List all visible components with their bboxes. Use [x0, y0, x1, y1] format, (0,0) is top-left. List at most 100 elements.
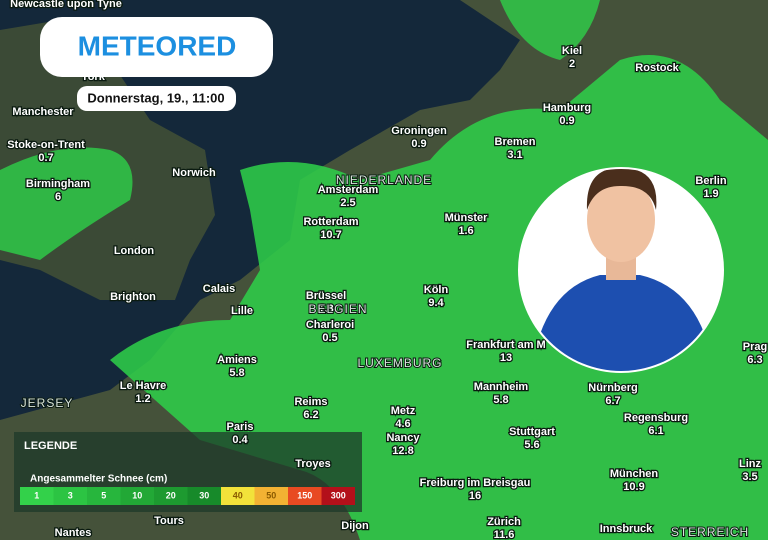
place-value: 1.8 — [318, 303, 333, 315]
legend-label: 150 — [297, 490, 312, 500]
place-name: Zürich — [487, 516, 521, 528]
legend-label: 20 — [166, 490, 176, 500]
legend-subtitle: Angesammelter Schnee (cm) — [30, 474, 167, 485]
legend-label: 50 — [266, 490, 276, 500]
legend-swatch — [120, 487, 154, 505]
place-value: 0.4 — [232, 434, 248, 446]
place-value: 6.2 — [303, 409, 318, 421]
region-name: BELGIEN — [308, 302, 367, 316]
place-name: Brüssel — [306, 290, 346, 302]
place-name: Le Havre — [120, 380, 166, 392]
place-value: 2.5 — [340, 197, 355, 209]
legend-swatch — [254, 487, 288, 505]
legend-swatch — [288, 487, 322, 505]
place-name: Calais — [203, 283, 235, 295]
place-value: 0.9 — [559, 115, 574, 127]
place-name: Groningen — [391, 125, 447, 137]
place-name: Rotterdam — [303, 216, 358, 228]
place-name: Bremen — [495, 136, 536, 148]
region-name: LUXEMBURG — [357, 356, 442, 370]
place-name: Tours — [154, 515, 184, 527]
legend-swatch — [321, 487, 355, 505]
time: Donnerstag, 19., 11:00 — [87, 90, 224, 105]
place-name: Amsterdam — [318, 184, 379, 196]
place-name: Prag — [743, 341, 767, 353]
place-name: Stuttgart — [509, 426, 555, 438]
place-name: Berlin — [695, 175, 726, 187]
place-value: 12.8 — [392, 445, 413, 457]
snow-area — [500, 0, 600, 60]
place-value: 0.5 — [322, 332, 337, 344]
legend-swatch — [154, 487, 188, 505]
legend-label: 10 — [132, 490, 142, 500]
legend-swatch — [53, 487, 87, 505]
place-name: Kiel — [562, 45, 582, 57]
place-name: Nürnberg — [588, 382, 638, 394]
place-name: Reims — [294, 396, 327, 408]
place-name: London — [114, 245, 155, 257]
presenter — [530, 169, 715, 371]
place-value: 0.9 — [411, 138, 426, 150]
place-name: Amiens — [217, 354, 257, 366]
place-value: 5.8 — [229, 367, 244, 379]
region-name: JERSEY — [21, 396, 74, 410]
place-value: 6.1 — [648, 425, 663, 437]
place-value: 2 — [569, 58, 575, 70]
region-name: NIEDERLANDE — [336, 173, 432, 187]
place-name: Innsbruck — [600, 523, 653, 535]
logo-box — [40, 17, 273, 77]
place-name: Regensburg — [624, 412, 688, 424]
place-name: Stoke-on-Trent — [7, 139, 85, 151]
legend-label: 3 — [68, 490, 73, 500]
time-box — [77, 86, 236, 111]
snow-area — [0, 147, 133, 260]
place-value: 3.5 — [742, 471, 757, 483]
place-name: Nancy — [386, 432, 420, 444]
place-value: 1.6 — [458, 225, 473, 237]
place-name: Frankfurt am M — [466, 339, 545, 351]
place-name: Lille — [231, 305, 253, 317]
legend-swatch — [87, 487, 121, 505]
logo: METEORED — [78, 30, 237, 61]
place-name: Linz — [739, 458, 761, 470]
place-name: Newcastle upon Tyne — [10, 0, 122, 10]
place-value: 1.2 — [135, 393, 150, 405]
legend-label: 1 — [34, 490, 39, 500]
place-name: Troyes — [295, 458, 330, 470]
place-value: 11.6 — [494, 529, 515, 540]
place-value: 9.4 — [428, 297, 444, 309]
legend-swatch — [20, 487, 54, 505]
place-value: 5.6 — [524, 439, 539, 451]
place-value: 0.7 — [38, 152, 53, 164]
place-value: 3.1 — [507, 149, 522, 161]
place-name: Paris — [227, 421, 254, 433]
legend-title: LEGENDE — [24, 440, 77, 452]
place-name: Manchester — [12, 106, 74, 118]
place-value: 16 — [469, 490, 481, 502]
legend-swatch — [221, 487, 255, 505]
place-name: Rostock — [635, 62, 679, 74]
place-name: Mannheim — [474, 381, 529, 393]
place-name: Dijon — [341, 520, 369, 532]
legend-label: 5 — [101, 490, 106, 500]
place-name: Norwich — [172, 167, 216, 179]
legend-label: 30 — [199, 490, 209, 500]
place-name: Metz — [391, 405, 416, 417]
place-name: Freiburg im Breisgau — [420, 477, 531, 489]
place-name: Nantes — [55, 527, 92, 539]
region-name: STERREICH — [671, 525, 749, 539]
place-value: 13 — [500, 352, 512, 364]
legend-swatch — [187, 487, 221, 505]
place-value: 6.7 — [605, 395, 620, 407]
place-value: 6.3 — [747, 354, 762, 366]
place-name: Köln — [424, 284, 449, 296]
place-value: 1.9 — [703, 188, 718, 200]
place-value: 4.6 — [395, 418, 410, 430]
legend-label: 300 — [331, 490, 346, 500]
place-value: 6 — [55, 191, 61, 203]
place-name: Münster — [445, 212, 489, 224]
place-name: Brighton — [110, 291, 156, 303]
place-name: München — [610, 468, 659, 480]
